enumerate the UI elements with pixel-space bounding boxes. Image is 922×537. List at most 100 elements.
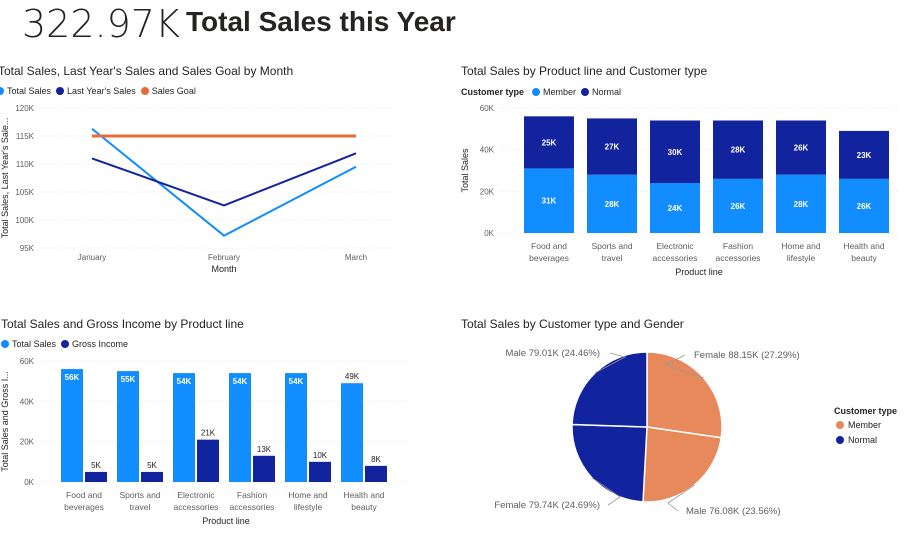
data-label-normal: 26K [794, 144, 809, 153]
y-tick-label: 105K [15, 188, 34, 197]
y-tick-label: 20K [20, 438, 35, 447]
legend-dot-last-year [56, 87, 65, 95]
line-chart-monthly[interactable]: 95K 100K 105K 110K 115K 120K January February Ma… [0, 100, 420, 280]
x-tick-label: accessories [653, 253, 698, 263]
bar-normal [524, 116, 574, 169]
x-tick-label: Health and [843, 241, 884, 251]
stacked-bar-chart-product-customer[interactable]: 0K 20K 40K 60K Food and beverages Sports and tr… [460, 100, 922, 280]
legend-dot-total-sales [1, 340, 9, 348]
legend-label: Total Sales [12, 339, 57, 349]
kpi-total-sales-value: 322.97K [22, 2, 180, 46]
y-tick-label: 0K [24, 478, 34, 487]
legend-label: Member [543, 87, 577, 97]
legend-pie-customer-type[interactable]: Customer type Member Normal [834, 406, 897, 450]
y-tick-label: 40K [480, 146, 495, 155]
chart-title-monthly: Total Sales, Last Year's Sales and Sales… [0, 64, 294, 78]
legend-dot-member [532, 88, 541, 96]
x-tick-label: accessories [716, 253, 761, 263]
bar-member [713, 178, 763, 233]
x-axis-title: Product line [675, 267, 723, 277]
legend-dot-total-sales [0, 87, 4, 95]
y-tick-label: 40K [20, 397, 35, 406]
chart-title-sales-income: Total Sales and Gross Income by Product … [1, 317, 244, 331]
x-axis-title: Month [211, 264, 236, 274]
bar-gross-income [141, 471, 163, 482]
pie-slice-label: Male 79.01K (24.46%) [505, 348, 600, 359]
data-label-member: 28K [605, 200, 620, 209]
bar-member [524, 168, 574, 233]
bar-member [650, 183, 700, 233]
chart-title-customer-gender: Total Sales by Customer type and Gender [461, 317, 684, 331]
x-tick-label: Electronic [177, 490, 215, 500]
bar-gross-income [365, 465, 387, 482]
legend-label: Last Year's Sales [67, 86, 136, 96]
bar-normal [839, 130, 889, 179]
legend-dot-normal [836, 436, 844, 444]
bar-member [587, 174, 637, 233]
bar-total-sales [341, 383, 363, 482]
data-label-normal: 30K [668, 148, 683, 157]
data-label-total-sales: 55K [121, 375, 136, 384]
x-tick-label: accessories [230, 502, 275, 512]
y-tick-label: 0K [484, 229, 494, 238]
x-tick-label: travel [130, 502, 151, 512]
legend-title: Customer type [834, 406, 898, 416]
x-tick-label: travel [602, 253, 623, 263]
legend-label: Member [848, 420, 882, 430]
y-tick-label: 60K [480, 104, 495, 113]
data-label-normal: 25K [542, 138, 557, 147]
y-tick-label: 120K [15, 104, 34, 113]
bar-total-sales [229, 373, 251, 482]
pie-slice-label: Female 79.74K (24.69%) [494, 500, 600, 511]
x-tick-label: beauty [351, 502, 377, 512]
x-tick-label: February [208, 253, 240, 262]
bar-gross-income [309, 461, 331, 482]
bar-member [776, 174, 826, 233]
chart-title-product-customer: Total Sales by Product line and Customer… [461, 64, 708, 78]
bar-member [839, 178, 889, 233]
bar-gross-income [85, 471, 107, 482]
data-label-member: 31K [542, 197, 557, 206]
x-tick-label: beverages [529, 253, 569, 263]
x-tick-label: Food and [66, 490, 102, 500]
bar-total-sales [117, 371, 139, 482]
y-tick-label: 110K [16, 160, 35, 169]
bar-gross-income [253, 455, 275, 482]
pie-slice [642, 426, 723, 503]
legend-label: Total Sales [7, 86, 52, 96]
pie-slice [571, 351, 648, 428]
data-label-member: 26K [857, 202, 872, 211]
y-tick-label: 60K [20, 357, 35, 366]
data-label-gross-income: 5K [147, 461, 157, 470]
legend-title: Customer type [461, 87, 525, 97]
pie-slice-label: Female 88.15K (27.29%) [694, 350, 800, 361]
x-tick-label: March [345, 253, 367, 262]
data-label-total-sales: 54K [177, 377, 192, 386]
y-tick-label: 95K [20, 244, 35, 253]
bar-total-sales [173, 373, 195, 482]
clustered-bar-chart-sales-income[interactable]: 0K 20K 40K 60K Food and beverages Sports and tr… [0, 352, 420, 532]
legend-customer-type[interactable]: Customer type Member Normal [461, 87, 621, 97]
x-tick-label: Food and [531, 241, 567, 251]
legend-label: Sales Goal [151, 86, 196, 96]
data-label-gross-income: 10K [313, 451, 328, 460]
x-tick-label: beverages [64, 502, 104, 512]
pie-chart-customer-gender[interactable]: Female 88.15K (27.29%) Male 76.08K (23.56… [460, 335, 840, 530]
data-label-member: 24K [668, 204, 683, 213]
legend-sales-income[interactable]: Total Sales Gross Income [0, 339, 128, 349]
bar-total-sales [285, 373, 307, 482]
x-tick-label: lifestyle [294, 502, 323, 512]
page-title: Total Sales this Year [186, 6, 456, 37]
legend-dot-normal [581, 88, 590, 96]
data-label-total-sales: 54K [233, 377, 248, 386]
x-tick-label: Sports and [591, 241, 632, 251]
leader-line [594, 352, 627, 374]
x-tick-label: Fashion [723, 241, 754, 251]
x-tick-label: January [78, 253, 106, 262]
y-tick-label: 115K [16, 132, 35, 141]
y-tick-label: 20K [480, 187, 495, 196]
legend-monthly[interactable]: Total Sales Last Year's Sales Sales Goal [0, 86, 196, 96]
bar-normal [776, 120, 826, 175]
bar-total-sales [61, 369, 83, 482]
data-label-member: 28K [794, 200, 809, 209]
